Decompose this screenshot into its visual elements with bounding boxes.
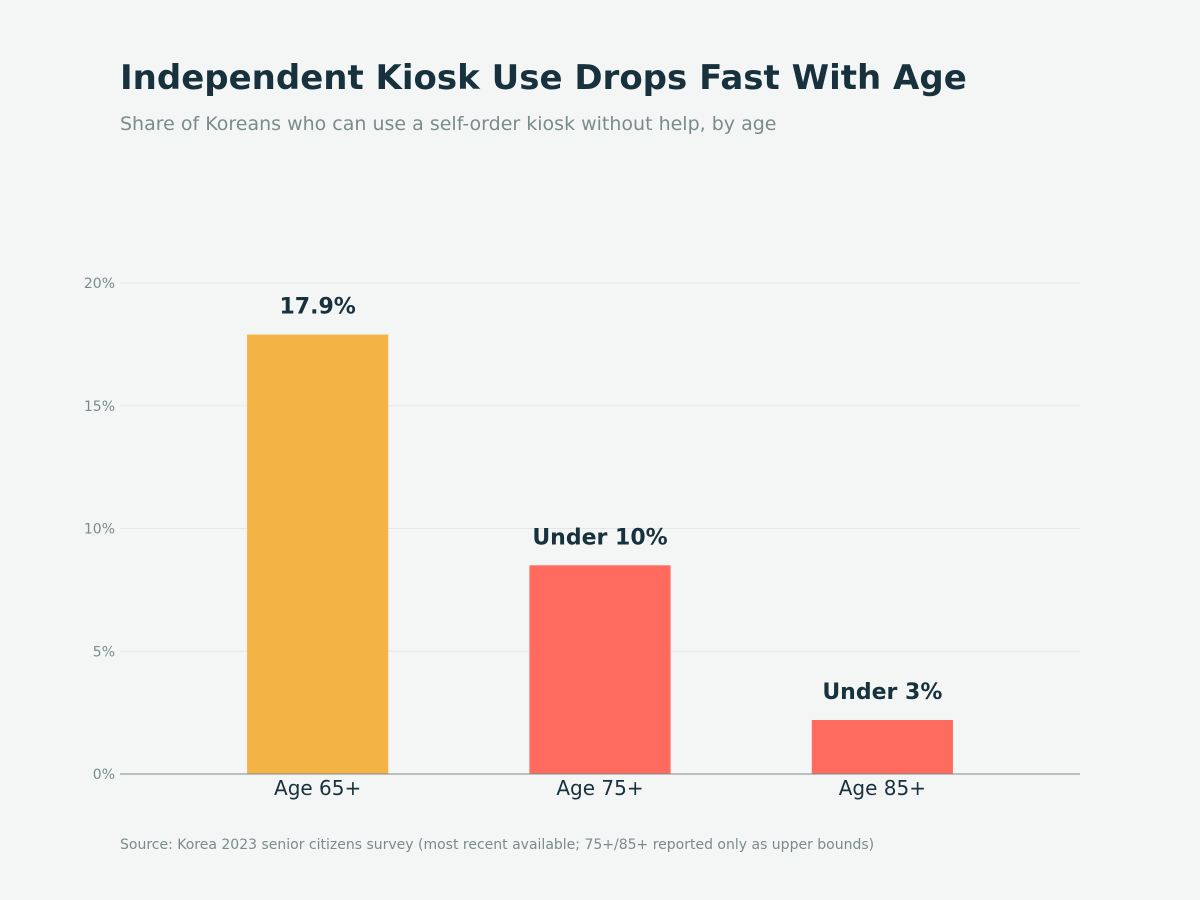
x-tick-label: Age 65+ bbox=[274, 776, 361, 800]
y-tick-label: 5% bbox=[93, 644, 115, 660]
source-note: Source: Korea 2023 senior citizens surve… bbox=[120, 837, 875, 853]
y-tick-label: 15% bbox=[84, 399, 115, 415]
data-label: Under 10% bbox=[532, 525, 667, 550]
data-label: Under 3% bbox=[822, 680, 942, 705]
y-tick-label: 0% bbox=[93, 767, 115, 783]
label-layer: 0% 5% 10% 15% 20% 17.9% Age 65+ Under 10% Age 75… bbox=[84, 276, 943, 800]
x-tick-label: Age 85+ bbox=[839, 776, 926, 800]
y-tick-label: 20% bbox=[84, 276, 115, 292]
bar bbox=[247, 334, 389, 774]
chart-subtitle: Share of Koreans who can use a self-orde… bbox=[120, 113, 777, 135]
bar bbox=[529, 565, 671, 774]
y-tick-label: 10% bbox=[84, 522, 115, 538]
data-label: 17.9% bbox=[279, 295, 355, 320]
x-tick-label: Age 75+ bbox=[556, 776, 643, 800]
bar-layer bbox=[247, 334, 953, 774]
bar bbox=[811, 719, 953, 774]
chart-title: Independent Kiosk Use Drops Fast With Ag… bbox=[120, 58, 967, 98]
